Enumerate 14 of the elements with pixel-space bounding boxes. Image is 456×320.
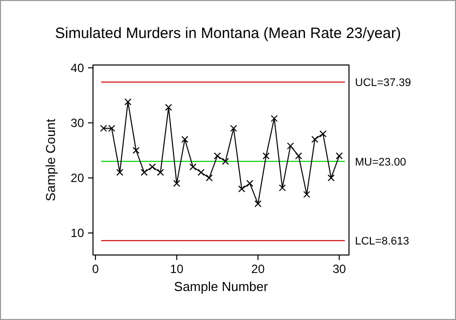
- x-tick-label: 0: [92, 262, 100, 276]
- chart-title: Simulated Murders in Montana (Mean Rate 23/year): [55, 25, 401, 42]
- x-tick-label: 10: [170, 262, 184, 276]
- y-tick-label: 20: [70, 170, 84, 185]
- y-axis-title: Sample Count: [43, 118, 58, 202]
- ref-line-label: UCL=37.39: [355, 77, 411, 90]
- x-tick-label: 20: [251, 262, 265, 276]
- ref-line-label: LCL=8.613: [355, 236, 410, 248]
- y-tick-label: 30: [70, 116, 84, 130]
- y-tick-label: 40: [70, 60, 84, 75]
- x-axis-title: Sample Number: [174, 279, 269, 294]
- y-tick-label: 10: [70, 226, 84, 240]
- ref-line-label: MU=23.00: [355, 156, 406, 168]
- x-tick-label: 30: [332, 262, 346, 276]
